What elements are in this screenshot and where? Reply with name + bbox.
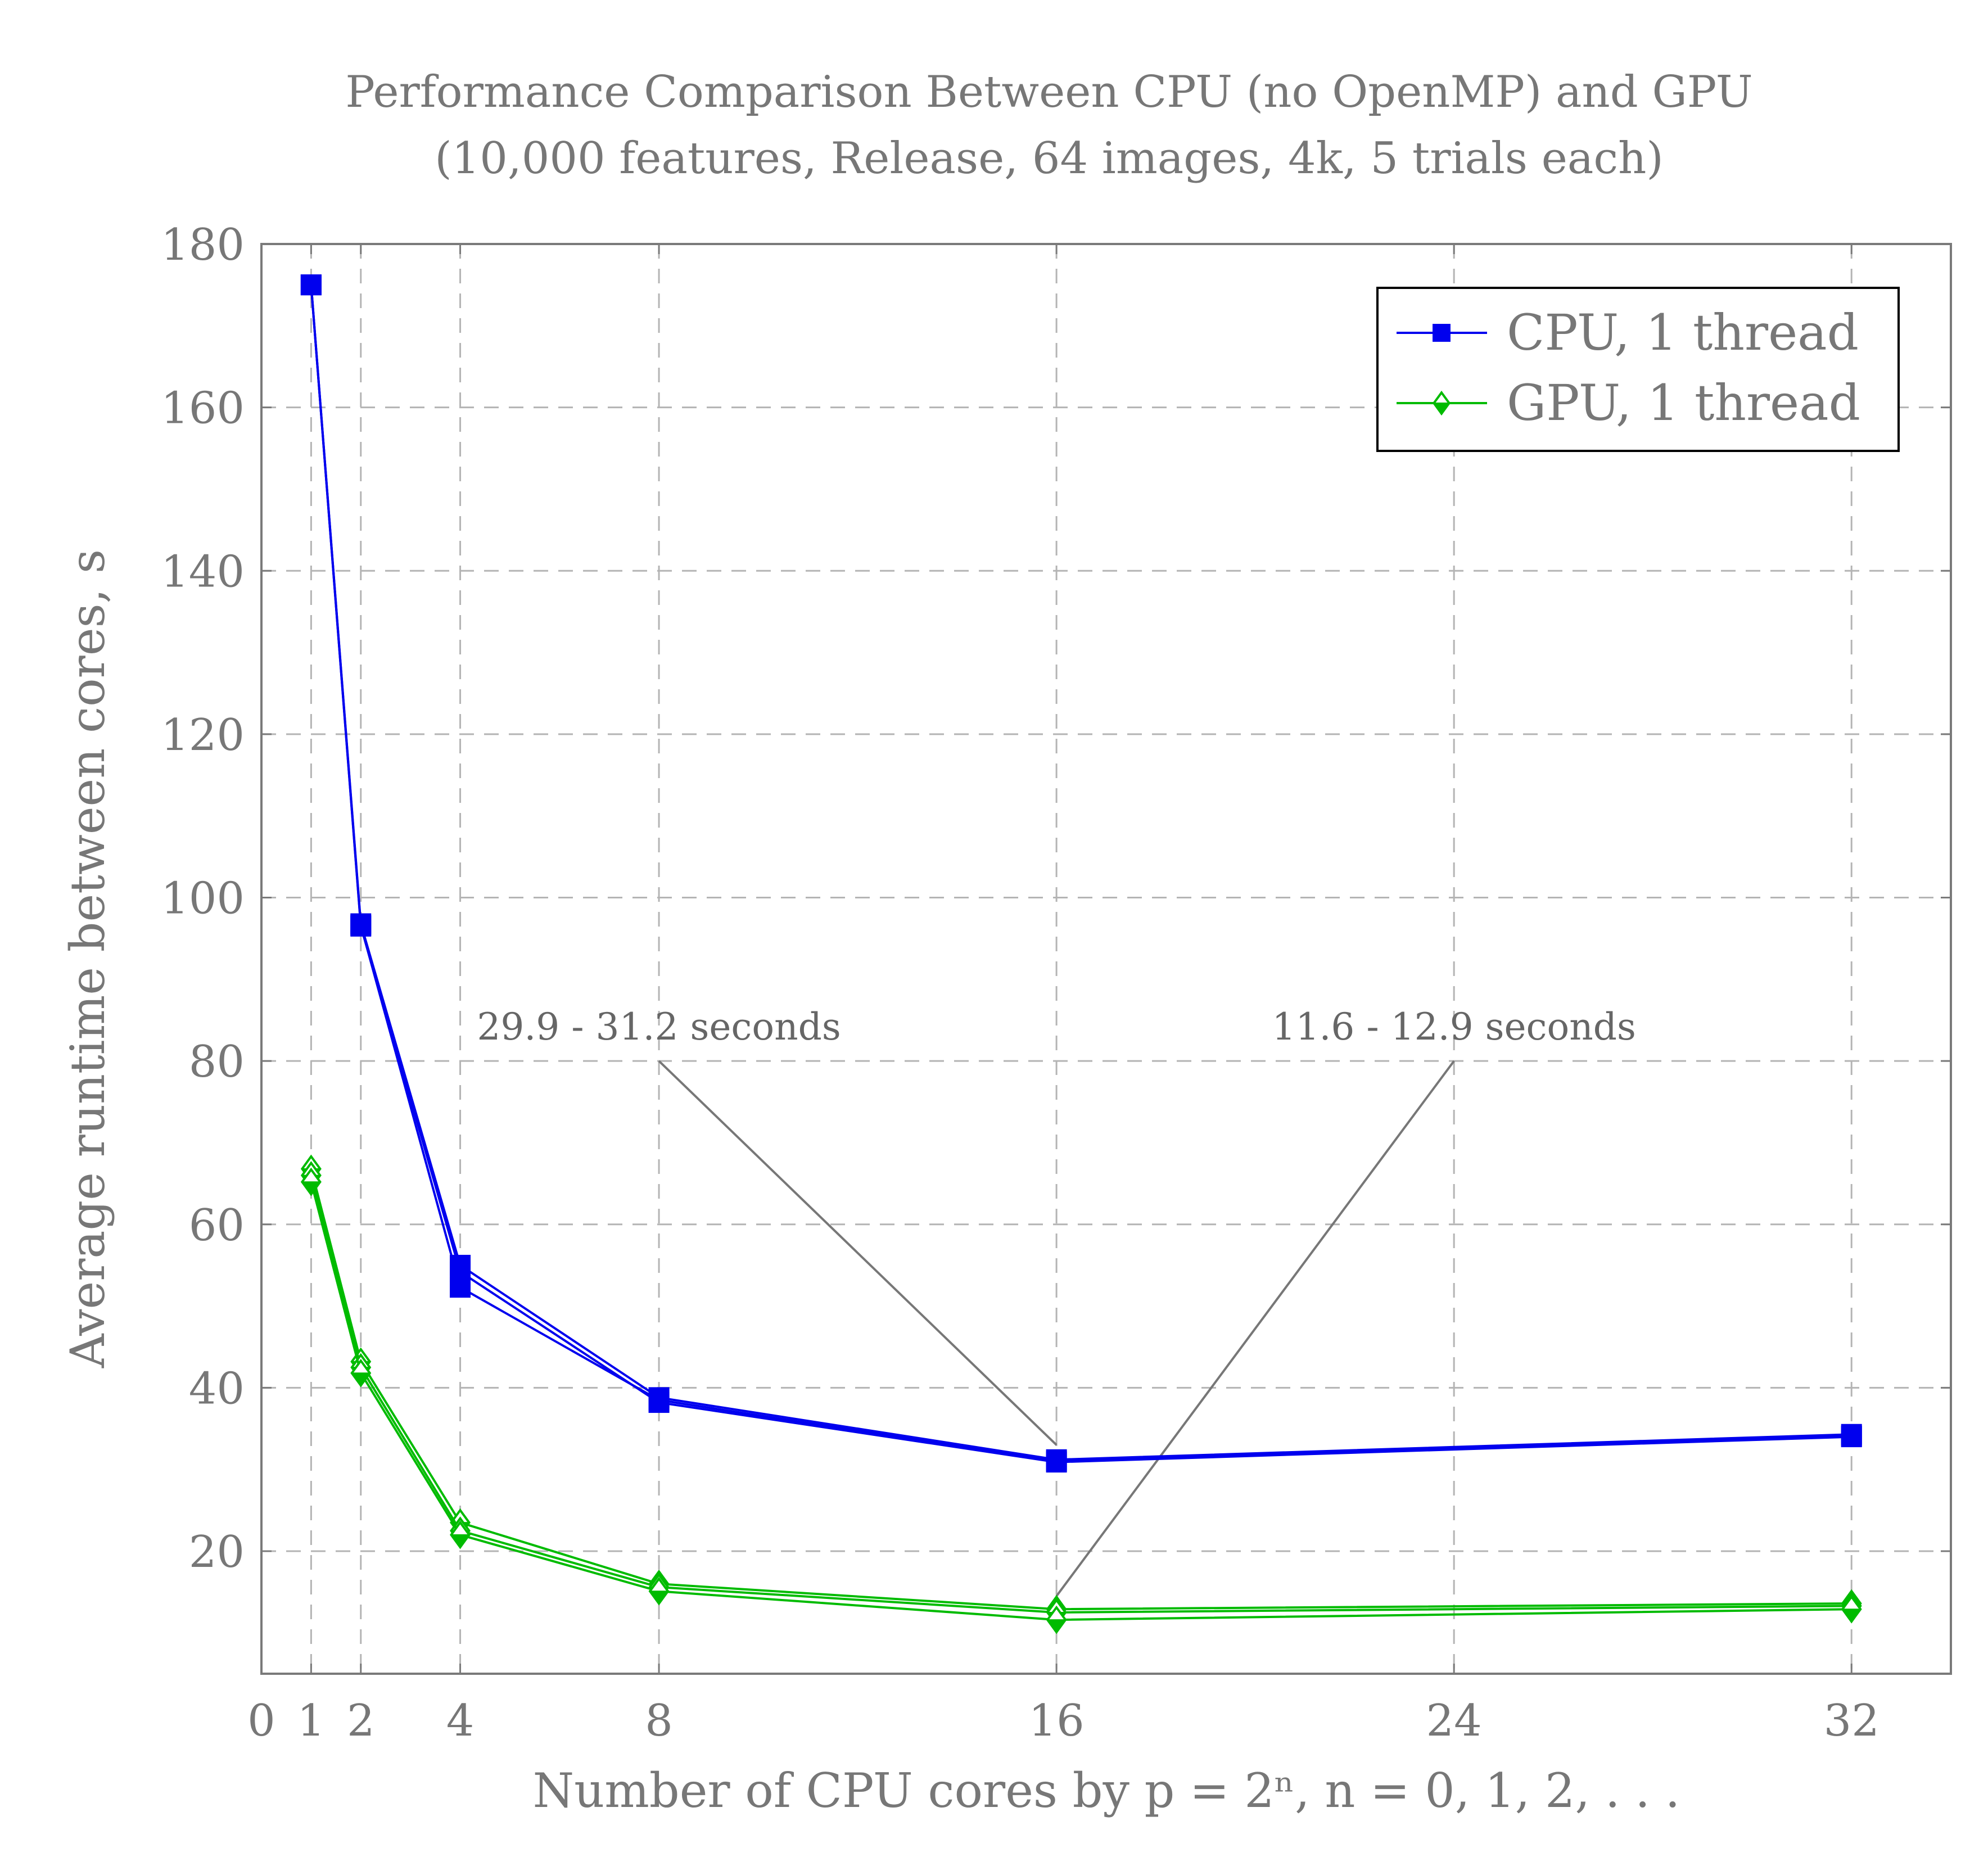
y-tick-label-140: 140 [161,546,245,597]
y-tick-label-120: 120 [161,710,245,761]
y-axis-label: Average runtime between cores, s [60,549,115,1368]
series-2-point-5 [1841,1425,1862,1447]
x-tick-label-24: 24 [1426,1696,1482,1746]
series-line-5 [310,1181,1852,1621]
annotation-arrow-1 [1055,1060,1455,1597]
y-tick-label-40: 40 [189,1363,245,1414]
legend: CPU, 1 thread GPU, 1 thread [1376,287,1900,452]
legend-label-1: GPU, 1 thread [1507,374,1860,432]
annotations: 29.9 - 31.2 seconds 11.6 - 12.9 seconds [477,1005,1636,1597]
series-5-point-0 [300,1167,322,1196]
legend-marker-0 [1433,324,1451,342]
plot-area-frame [260,243,1952,1675]
series-2 [300,274,1862,1472]
y-tick-label-100: 100 [161,874,245,924]
series-2-point-4 [1046,1451,1067,1472]
annotation-label-0: 29.9 - 31.2 seconds [477,1005,841,1049]
x-tick-label-4: 4 [446,1696,475,1746]
legend-entry-1: GPU, 1 thread [1397,374,1860,432]
x-tick-label-8: 8 [645,1696,673,1746]
y-tick-label-20: 20 [189,1527,245,1578]
series-5-point-5 [1841,1594,1862,1624]
x-tick-label-16: 16 [1028,1696,1084,1746]
x-tick-label-2: 2 [347,1696,375,1746]
y-tick-label-60: 60 [189,1200,245,1251]
x-tick-label-0: 0 [247,1696,275,1746]
series-2-point-0 [300,274,322,296]
legend-entry-0: CPU, 1 thread [1397,304,1859,362]
legend-label-0: CPU, 1 thread [1507,304,1859,362]
legend-box [1376,287,1900,452]
series-2-point-2 [450,1277,471,1298]
series-5 [300,1167,1862,1634]
y-tick-label-80: 80 [189,1037,245,1087]
data-series [300,274,1862,1634]
series-2-point-3 [648,1389,670,1411]
chart-title-line-2: (10,000 features, Release, 64 images, 4k… [435,133,1664,184]
series-5-point-1 [350,1358,372,1388]
chart-title-line-1: Performance Comparison Between CPU (no O… [345,67,1752,118]
series-line-3 [310,1168,1852,1611]
series-2-point-1 [350,915,372,936]
series-line-2 [310,284,1852,1463]
series-5-point-4 [1046,1605,1067,1634]
y-tick-label-160: 160 [161,383,245,434]
series-line-4 [310,1175,1852,1614]
series-5-point-2 [450,1520,471,1549]
y-tick-label-180: 180 [161,220,245,270]
annotation-arrow-0 [658,1060,1058,1446]
x-tick-label-1: 1 [297,1696,326,1746]
series-5-point-3 [648,1576,670,1606]
annotation-label-1: 11.6 - 12.9 seconds [1272,1005,1635,1049]
x-tick-label-32: 32 [1824,1696,1879,1746]
x-axis-label: Number of CPU cores by p = 2ⁿ, n = 0, 1,… [533,1763,1680,1818]
legend-marker-1 [1432,390,1451,416]
